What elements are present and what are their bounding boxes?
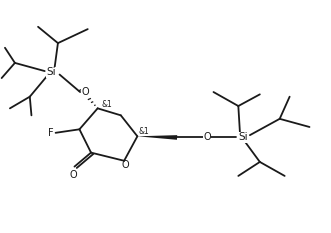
Text: &1: &1 xyxy=(102,100,112,109)
Text: &1: &1 xyxy=(139,127,149,136)
Text: F: F xyxy=(49,128,54,138)
Polygon shape xyxy=(137,135,177,140)
Text: O: O xyxy=(203,133,211,142)
Text: Si: Si xyxy=(46,67,56,77)
Text: Si: Si xyxy=(238,133,248,142)
Text: O: O xyxy=(81,87,89,97)
Text: O: O xyxy=(69,171,77,180)
Text: O: O xyxy=(122,160,130,170)
